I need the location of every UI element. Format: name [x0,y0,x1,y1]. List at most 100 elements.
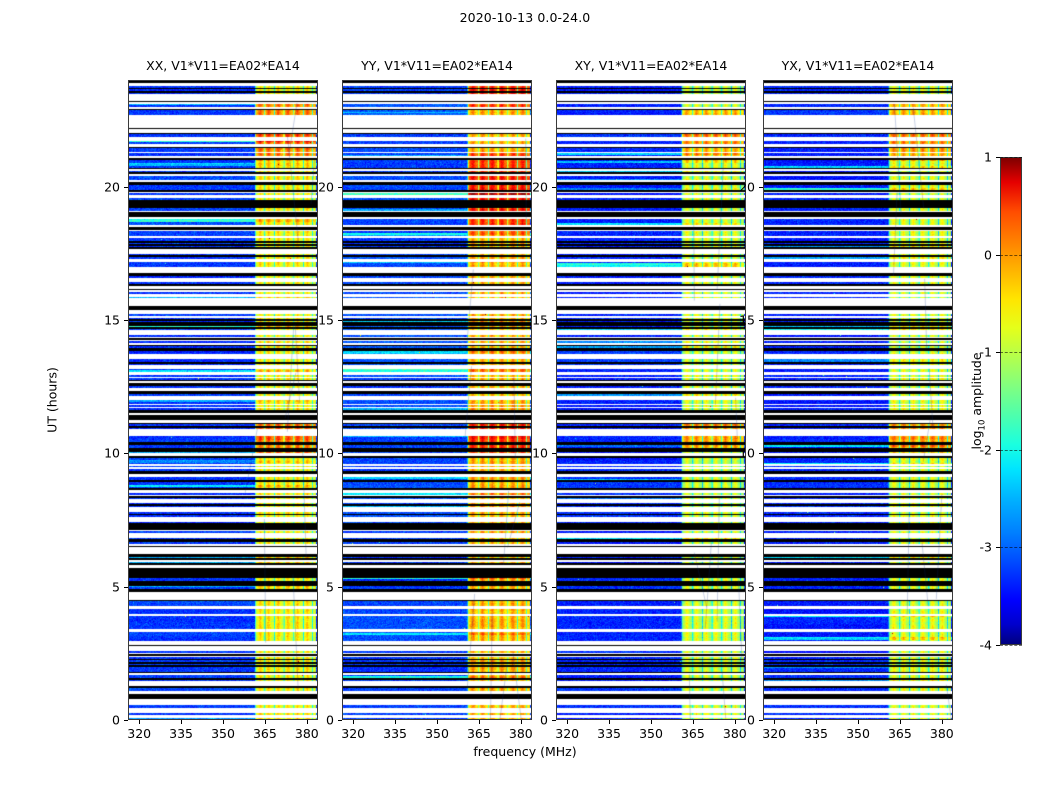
x-tick-label: 335 [804,726,829,741]
y-tick-mark [124,453,128,455]
panel-title-yx: YX, V1*V11=EA02*EA14 [781,58,935,73]
y-tick-label: 5 [540,579,548,595]
y-tick-label: 15 [104,312,120,328]
colorbar-tick-inner [1000,254,1022,257]
x-tick-mark [734,720,736,724]
colorbar-label-tail: amplitude [968,352,984,420]
y-tick-mark [552,586,556,588]
y-tick-mark [759,720,763,721]
x-tick-mark [651,720,652,724]
y-tick-mark [338,720,342,721]
x-tick-mark [264,720,266,724]
x-tick-mark [609,720,611,724]
colorbar-tick-inner [1000,352,1022,354]
y-tick-label: 20 [104,179,120,195]
x-tick-mark [478,720,480,724]
y-tick-label: 15 [739,312,755,328]
colorbar-tick-label: 0 [984,247,992,263]
y-tick-label: 10 [739,445,755,461]
y-tick-mark [124,586,128,588]
spectrogram-panel-yy[interactable] [342,80,532,720]
colorbar-tick-label: 1 [984,149,992,165]
y-tick-label: 0 [112,712,120,728]
x-tick-mark [395,720,397,724]
x-axis-label: frequency (MHz) [473,744,577,759]
x-tick-label: 320 [555,726,580,741]
x-tick-label: 380 [294,726,319,741]
y-tick-mark [124,186,128,188]
x-tick-mark [306,720,308,724]
x-tick-mark [692,720,694,724]
colorbar-tick-mark [996,352,1000,354]
y-tick-mark [759,186,763,188]
spectrogram-panel-yx[interactable] [763,80,953,720]
heatmap-image-xy [557,81,745,719]
y-axis-label: UT (hours) [44,367,60,433]
x-tick-mark [139,720,141,724]
x-tick-mark [520,720,522,724]
y-tick-label: 10 [318,445,334,461]
y-tick-mark [338,586,342,588]
x-tick-label: 365 [252,726,277,741]
colorbar-tick-label: -3 [979,539,992,555]
y-tick-mark [759,320,763,321]
heatmap-image-yy [343,81,531,719]
y-tick-mark [338,453,342,455]
x-tick-label: 335 [597,726,622,741]
y-tick-mark [552,453,556,455]
y-tick-mark [124,320,128,321]
spectrogram-panel-xy[interactable] [556,80,746,720]
y-tick-label: 10 [104,445,120,461]
x-tick-label: 350 [425,726,449,741]
x-tick-label: 365 [680,726,705,741]
colorbar-label-sub: 10 [977,419,988,431]
y-tick-label: 5 [112,579,120,595]
y-tick-mark [552,186,556,188]
x-tick-label: 380 [722,726,747,741]
panel-title-yy: YY, V1*V11=EA02*EA14 [361,58,513,73]
colorbar-tick-inner [1000,645,1022,647]
y-tick-label: 5 [326,579,334,595]
colorbar [1000,157,1022,645]
x-tick-label: 335 [169,726,194,741]
x-tick-label: 320 [341,726,366,741]
y-tick-label: 0 [540,712,548,728]
y-tick-label: 20 [739,179,755,195]
x-tick-label: 320 [762,726,787,741]
y-tick-mark [124,720,128,721]
panel-title-xx: XX, V1*V11=EA02*EA14 [146,58,300,73]
x-tick-mark [353,720,355,724]
colorbar-tick-mark [996,645,1000,646]
panel-title-xy: XY, V1*V11=EA02*EA14 [574,58,728,73]
y-tick-label: 10 [532,445,548,461]
heatmap-image-yx [764,81,952,719]
x-tick-mark [941,720,943,724]
y-tick-label: 20 [318,179,334,195]
colorbar-tick-inner [1000,157,1022,159]
x-tick-mark [774,720,776,724]
y-tick-mark [552,320,556,321]
colorbar-tick-inner [1000,449,1022,452]
colorbar-tick-mark [996,449,1000,451]
x-tick-label: 380 [508,726,533,741]
colorbar-label: log10 amplitude [969,352,988,449]
x-tick-label: 365 [887,726,912,741]
x-tick-mark [223,720,224,724]
colorbar-tick-mark [996,157,1000,158]
x-tick-label: 380 [929,726,954,741]
x-tick-label: 350 [639,726,663,741]
y-tick-mark [759,453,763,455]
x-tick-label: 335 [383,726,408,741]
colorbar-label-main: log [968,430,984,450]
colorbar-tick-label: -2 [979,442,992,458]
y-tick-mark [338,320,342,321]
x-tick-mark [899,720,901,724]
colorbar-tick-mark [996,547,1000,549]
x-tick-mark [567,720,569,724]
spectrogram-panel-xx[interactable] [128,80,318,720]
colorbar-tick-mark [996,254,1000,256]
y-tick-label: 15 [532,312,548,328]
heatmap-image-xx [129,81,317,719]
colorbar-tick-inner [1000,547,1022,549]
